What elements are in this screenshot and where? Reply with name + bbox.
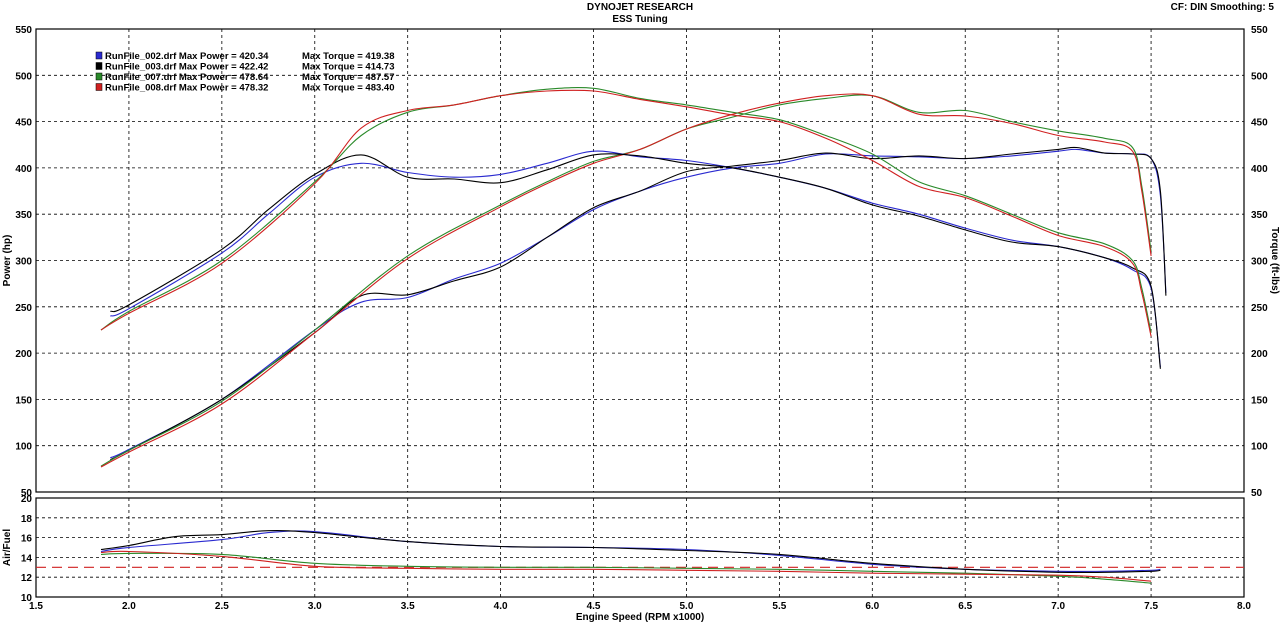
y-tick-label-right: 350 (1251, 210, 1268, 221)
x-tick-label: 2.5 (215, 601, 229, 612)
series-torque-runfile-003-drf (110, 153, 1161, 369)
chart-title: DYNOJET RESEARCH (586, 2, 694, 13)
y-tick-label-left: 100 (15, 442, 32, 453)
legend-run-power: RunFile_007.drf Max Power = 478.64 (105, 72, 269, 83)
af-y-tick-label: 20 (21, 494, 33, 505)
legend-swatch (95, 51, 103, 60)
y-tick-label-left: 300 (15, 257, 32, 268)
x-tick-label: 8.0 (1237, 601, 1251, 612)
af-y-tick-label: 10 (21, 593, 33, 604)
series-power-runfile-003-drf (110, 146, 1167, 461)
x-tick-label: 4.0 (494, 601, 508, 612)
x-tick-label: 4.5 (587, 601, 601, 612)
y-tick-label-left: 150 (15, 395, 32, 406)
air-fuel-panel (35, 497, 1245, 598)
legend-run-torque: Max Torque = 414.73 (302, 62, 395, 73)
y-tick-label-right: 250 (1251, 303, 1268, 314)
x-tick-label: 6.5 (958, 601, 972, 612)
x-tick-label: 7.0 (1051, 601, 1065, 612)
y-tick-label-right: 300 (1251, 257, 1268, 268)
y-tick-label-left: 550 (15, 25, 32, 36)
y-tick-label-right: 400 (1251, 164, 1268, 175)
x-tick-label: 2.0 (122, 601, 136, 612)
y-tick-label-right: 550 (1251, 25, 1268, 36)
x-tick-label: 7.5 (1144, 601, 1158, 612)
x-tick-label: 6.0 (865, 601, 879, 612)
af-y-tick-label: 18 (21, 514, 33, 525)
legend-swatch (95, 62, 103, 70)
series-af-runfile-003-drf (100, 530, 1161, 574)
series-af-runfile-002-drf (100, 530, 1161, 573)
x-tick-label: 5.5 (772, 601, 786, 612)
y-tick-label-right: 50 (1251, 488, 1263, 499)
x-tick-label: 5.0 (680, 601, 694, 612)
y-tick-label-left: 250 (15, 303, 32, 314)
series-power-runfile-007-drf (100, 94, 1152, 467)
legend-run-power: RunFile_003.drf Max Power = 422.42 (105, 62, 268, 73)
x-tick-label: 3.5 (401, 601, 415, 612)
x-tick-label: 1.5 (29, 601, 43, 612)
y-tick-label-left: 400 (15, 164, 32, 175)
chart-subtitle: ESS Tuning (612, 14, 668, 25)
correction-factor-label: CF: DIN Smoothing: 5 (1170, 2, 1274, 13)
y-tick-label-left: 500 (15, 71, 32, 82)
x-tick-label: 3.0 (308, 601, 322, 612)
y-axis-label-torque: Torque (ft-lbs) (1269, 227, 1280, 294)
y-tick-label-left: 200 (15, 349, 32, 360)
series-power-runfile-008-drf (100, 93, 1152, 468)
legend-run-power: RunFile_008.drf Max Power = 478.32 (105, 83, 268, 94)
legend-run-torque: Max Torque = 483.40 (302, 83, 395, 94)
y-tick-label-left: 450 (15, 118, 32, 129)
legend-run-torque: Max Torque = 419.38 (302, 51, 395, 62)
af-y-tick-label: 12 (21, 573, 33, 584)
legend-run-power: RunFile_002.drf Max Power = 420.34 (105, 51, 269, 62)
y-tick-label-right: 100 (1251, 442, 1268, 453)
x-axis-label: Engine Speed (RPM x1000) (576, 612, 704, 622)
af-y-tick-label: 14 (21, 553, 33, 564)
legend-run-torque: Max Torque = 487.57 (302, 72, 395, 83)
y-tick-label-left: 50 (21, 488, 33, 499)
y-axis-label-air-fuel: Air/Fuel (2, 529, 13, 566)
y-tick-label-left: 350 (15, 210, 32, 221)
y-axis-label-power: Power (hp) (2, 235, 13, 287)
y-tick-label-right: 150 (1251, 395, 1268, 406)
series-torque-runfile-008-drf (100, 89, 1152, 337)
y-tick-label-right: 500 (1251, 71, 1268, 82)
series-af-runfile-008-drf (100, 550, 1152, 582)
legend-swatch (95, 83, 103, 91)
af-y-tick-label: 16 (21, 534, 33, 545)
power-torque-panel (35, 28, 1245, 493)
legend-swatch (95, 72, 103, 81)
y-tick-label-right: 200 (1251, 349, 1268, 360)
y-tick-label-right: 450 (1251, 118, 1268, 129)
